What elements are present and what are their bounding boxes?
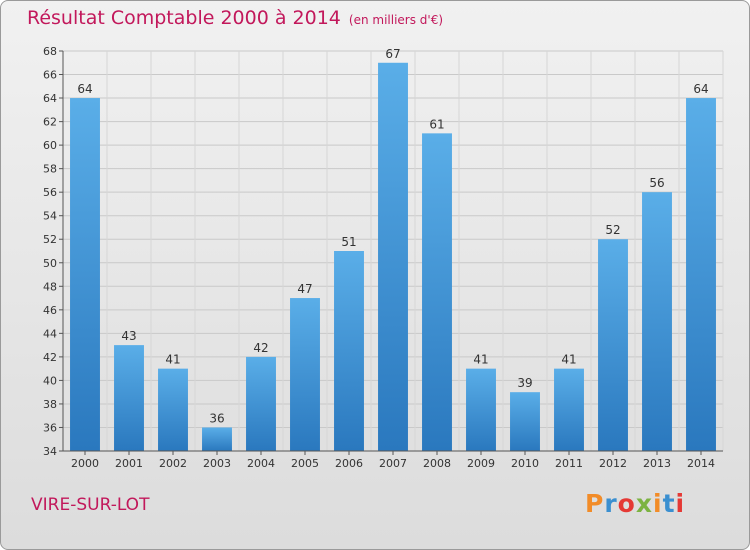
bar-2008 (422, 133, 452, 451)
data-label: 67 (385, 47, 400, 61)
data-label: 43 (121, 329, 136, 343)
y-tick-label: 42 (43, 351, 57, 364)
bar-2000 (70, 98, 100, 451)
x-tick-label: 2006 (335, 457, 363, 470)
bar-2006 (334, 251, 364, 451)
y-tick-label: 54 (43, 210, 57, 223)
bar-2009 (466, 368, 496, 451)
data-label: 47 (297, 282, 312, 296)
x-tick-label: 2012 (599, 457, 627, 470)
logo-letter: o (617, 489, 636, 518)
logo-letter: i (675, 489, 686, 518)
bar-2003 (202, 427, 232, 451)
bar-2005 (290, 298, 320, 451)
data-label: 64 (77, 82, 92, 96)
bar-2012 (598, 239, 628, 451)
chart-title: Résultat Comptable 2000 à 2014 (en millie… (27, 7, 443, 29)
x-tick-label: 2013 (643, 457, 671, 470)
y-tick-label: 68 (43, 45, 57, 58)
y-tick-label: 60 (43, 139, 57, 152)
x-tick-label: 2005 (291, 457, 319, 470)
chart-subtitle: (en milliers d'€) (348, 13, 444, 27)
y-tick-label: 58 (43, 163, 57, 176)
y-tick-label: 46 (43, 304, 57, 317)
data-label: 51 (341, 235, 356, 249)
y-tick-label: 48 (43, 280, 57, 293)
bar-2011 (554, 368, 584, 451)
data-label: 41 (473, 353, 488, 367)
bar-2010 (510, 392, 540, 451)
data-label: 56 (649, 176, 664, 190)
axes (59, 50, 723, 455)
data-label: 61 (429, 117, 444, 131)
bar-2002 (158, 368, 188, 451)
y-tick-label: 40 (43, 374, 57, 387)
y-tick-label: 34 (43, 445, 57, 458)
x-tick-label: 2003 (203, 457, 231, 470)
logo-letter: i (653, 489, 663, 518)
logo-letter: t (662, 489, 676, 518)
x-tick-label: 2004 (247, 457, 275, 470)
x-tick-label: 2007 (379, 457, 407, 470)
y-tick-label: 64 (43, 92, 57, 105)
y-tick-label: 50 (43, 257, 57, 270)
y-tick-label: 44 (43, 327, 57, 340)
y-tick-label: 56 (43, 186, 57, 199)
chart-title-text: Résultat Comptable 2000 à 2014 (27, 7, 341, 29)
commune-name: VIRE-SUR-LOT (31, 495, 150, 515)
bars (70, 62, 716, 452)
bar-2007 (378, 62, 408, 451)
proxiti-logo: Proxiti (585, 489, 685, 518)
x-tick-label: 2008 (423, 457, 451, 470)
x-tick-label: 2010 (511, 457, 539, 470)
y-tick-label: 36 (43, 421, 57, 434)
logo-letter: P (585, 489, 605, 518)
data-label: 64 (693, 82, 708, 96)
bar-2014 (686, 98, 716, 451)
y-tick-label: 52 (43, 233, 57, 246)
bar-2004 (246, 356, 276, 451)
y-tick-label: 62 (43, 116, 57, 129)
labels: 34 36 38 40 42 44 46 48 50 52 54 56 58 60 62 64 66 68 64 20… (43, 45, 715, 470)
data-label: 41 (165, 353, 180, 367)
logo-letter: r (604, 489, 618, 518)
x-tick-label: 2001 (115, 457, 143, 470)
x-tick-label: 2002 (159, 457, 187, 470)
y-tick-label: 38 (43, 398, 57, 411)
bar-2013 (642, 192, 672, 452)
data-label: 39 (517, 376, 532, 390)
x-tick-label: 2000 (71, 457, 99, 470)
x-tick-label: 2011 (555, 457, 583, 470)
bar-2001 (114, 345, 144, 451)
y-tick-label: 66 (43, 69, 57, 82)
x-tick-label: 2009 (467, 457, 495, 470)
data-label: 41 (561, 353, 576, 367)
data-label: 42 (253, 341, 268, 355)
x-tick-label: 2014 (687, 457, 715, 470)
logo-letter: x (635, 489, 653, 518)
data-label: 36 (209, 411, 224, 425)
data-label: 52 (605, 223, 620, 237)
